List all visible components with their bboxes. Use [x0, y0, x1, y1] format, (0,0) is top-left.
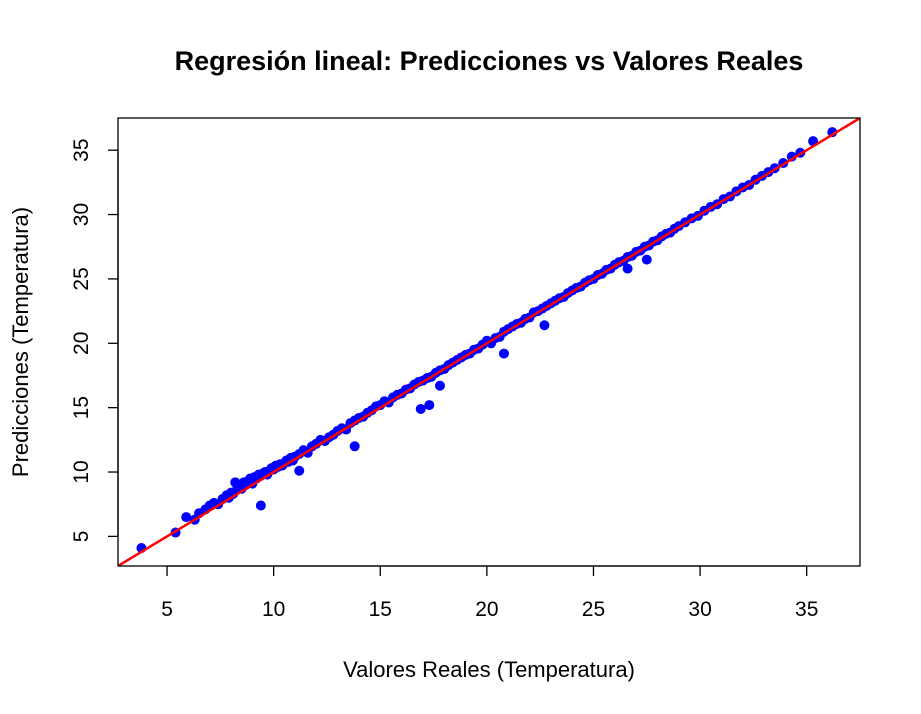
- y-tick-label: 30: [70, 203, 93, 226]
- data-point: [294, 465, 305, 476]
- regression-line-group: [118, 118, 860, 566]
- y-tick-label: 10: [70, 460, 93, 483]
- data-point: [498, 348, 509, 359]
- data-point: [415, 403, 426, 414]
- data-point: [641, 254, 652, 265]
- x-tick-label: 30: [688, 598, 711, 621]
- chart-title: Regresión lineal: Predicciones vs Valore…: [175, 46, 804, 76]
- data-point: [349, 441, 360, 452]
- x-tick-label: 10: [262, 598, 285, 621]
- x-tick-label: 15: [369, 598, 392, 621]
- x-axis-label: Valores Reales (Temperatura): [343, 657, 635, 682]
- data-point: [539, 320, 550, 331]
- x-tick-label: 25: [582, 598, 605, 621]
- y-tick-label: 20: [70, 332, 93, 355]
- x-tick-label: 35: [795, 598, 818, 621]
- y-axis-label: Predicciones (Temperatura): [8, 207, 33, 477]
- y-tick-label: 35: [70, 139, 93, 162]
- y-tick-label: 5: [70, 531, 93, 543]
- data-points: [136, 127, 838, 553]
- y-axis: 5 10 15 20 25 30 35: [70, 139, 119, 543]
- data-point: [255, 500, 266, 511]
- x-tick-label: 20: [475, 598, 498, 621]
- data-point: [622, 263, 633, 274]
- x-tick-label: 5: [161, 598, 173, 621]
- y-tick-label: 25: [70, 267, 93, 290]
- data-point: [434, 380, 445, 391]
- y-tick-label: 15: [70, 396, 93, 419]
- data-point: [181, 512, 192, 523]
- data-point: [424, 400, 435, 411]
- x-axis: 5 10 15 20 25 30 35: [161, 565, 818, 621]
- regression-line: [118, 118, 860, 566]
